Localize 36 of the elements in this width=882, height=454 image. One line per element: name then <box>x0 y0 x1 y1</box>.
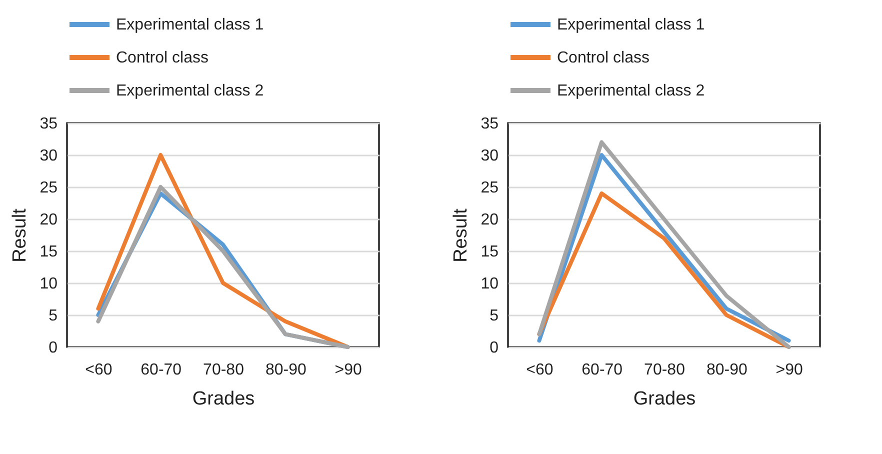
x-tick-label: <60 <box>85 362 112 378</box>
x-tick-label: 80-90 <box>265 362 306 378</box>
x-axis-title: Grades <box>192 388 255 410</box>
x-tick-label: 60-70 <box>582 362 623 378</box>
legend-label: Experimental class 2 <box>557 82 705 100</box>
y-tick-label: 25 <box>40 180 58 196</box>
y-tick-label: 20 <box>40 212 58 228</box>
y-tick-label: 0 <box>48 340 58 356</box>
y-tick-label: 35 <box>40 116 58 132</box>
legend-label: Control class <box>116 50 208 66</box>
x-axis-title: Grades <box>633 388 696 410</box>
y-tick-label: 10 <box>40 276 58 292</box>
y-tick-label: 35 <box>480 116 499 132</box>
x-tick-label: 60-70 <box>140 362 182 378</box>
x-tick-label: >90 <box>334 362 362 378</box>
legend-label: Experimental class 2 <box>116 82 264 100</box>
x-tick-label: >90 <box>776 362 803 378</box>
y-tick-label: 30 <box>480 148 499 164</box>
y-axis-title: Result <box>10 208 31 262</box>
y-tick-label: 5 <box>48 308 58 324</box>
y-tick-label: 15 <box>40 244 58 260</box>
y-tick-label: 10 <box>480 276 499 292</box>
y-axis-title: Result <box>450 208 472 262</box>
legend-label: Experimental class 1 <box>116 16 264 34</box>
x-tick-label: 80-90 <box>706 362 748 378</box>
y-tick-label: 20 <box>480 212 499 228</box>
legend-label: Experimental class 1 <box>557 16 705 34</box>
y-tick-label: 30 <box>40 148 58 164</box>
y-tick-label: 0 <box>490 340 499 356</box>
legend-label: Control class <box>557 50 650 66</box>
x-tick-label: 70-80 <box>203 362 244 378</box>
y-tick-label: 15 <box>480 244 499 260</box>
y-tick-label: 25 <box>480 180 499 196</box>
x-tick-label: 70-80 <box>644 362 686 378</box>
y-tick-label: 5 <box>490 308 499 324</box>
x-tick-label: <60 <box>526 362 554 378</box>
